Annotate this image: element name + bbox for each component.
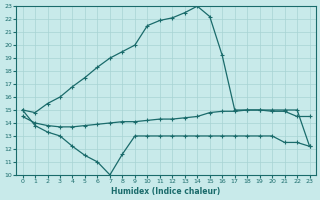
X-axis label: Humidex (Indice chaleur): Humidex (Indice chaleur) [111, 187, 221, 196]
